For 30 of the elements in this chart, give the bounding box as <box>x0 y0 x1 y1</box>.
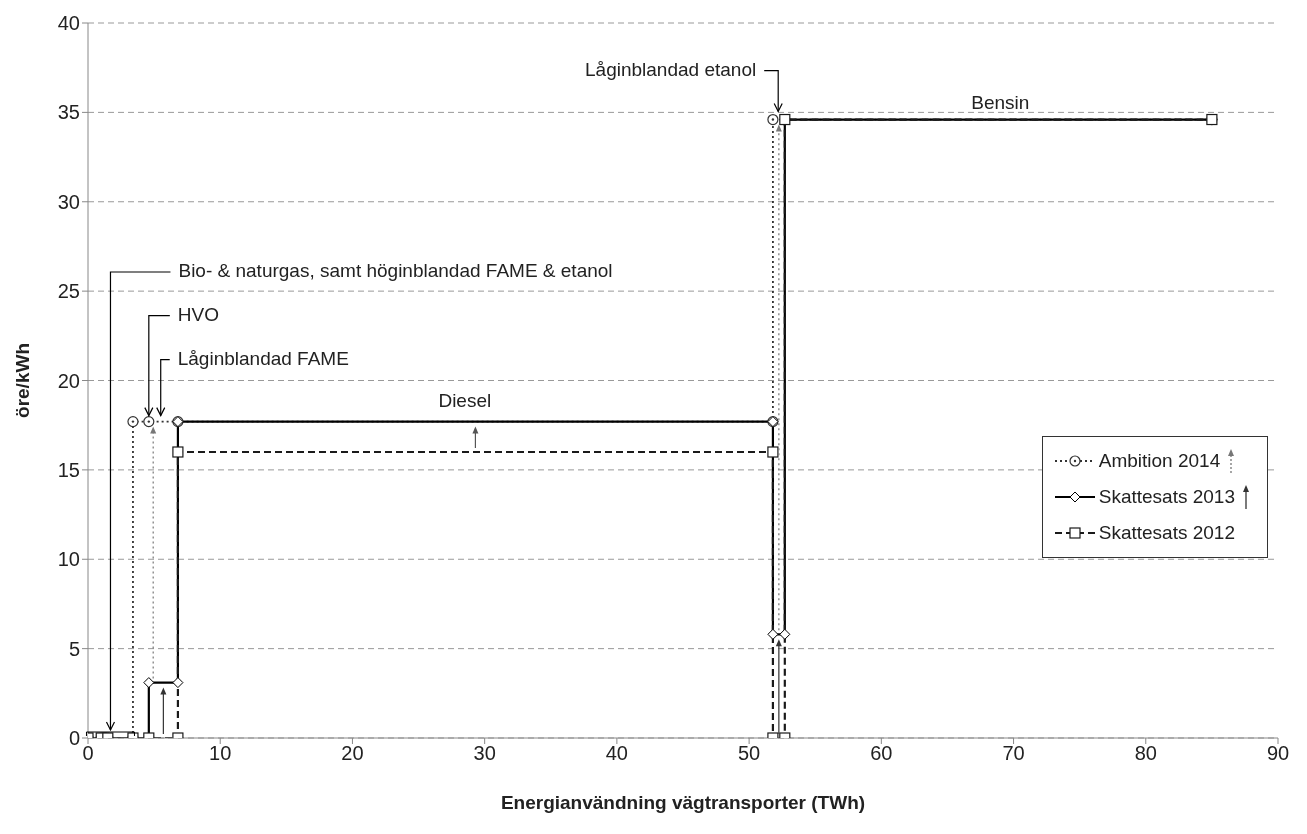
legend-label: Skattesats 2013 <box>1098 486 1235 508</box>
x-tick-label: 30 <box>473 742 496 765</box>
x-tick-label: 90 <box>1266 742 1290 765</box>
legend-label: Ambition 2014 <box>1098 450 1221 472</box>
x-tick-label: 20 <box>341 742 364 765</box>
annotation: Bio- & naturgas, samt höginblandad FAME & etanol <box>178 260 613 282</box>
x-axis-title: Energianvändning vägtransporter (TWh) <box>500 792 866 813</box>
legend-label: Skattesats 2012 <box>1098 522 1235 544</box>
y-tick-label: 15 <box>57 458 80 481</box>
y-tick-label: 40 <box>57 12 80 35</box>
y-axis-title: öre/kWh <box>11 343 33 418</box>
annotation: Låginblandad FAME <box>177 347 349 369</box>
x-tick-label: 50 <box>737 742 761 765</box>
x-tick-label: 70 <box>1002 742 1025 765</box>
annotation: Bensin <box>971 91 1030 113</box>
x-tick-label: 80 <box>1134 742 1157 765</box>
y-tick-label: 25 <box>57 280 80 303</box>
annotation: Diesel <box>438 389 492 411</box>
y-tick-label: 5 <box>68 637 80 660</box>
x-tick-label: 0 <box>82 742 94 765</box>
annotation: HVO <box>177 303 220 325</box>
y-tick-label: 0 <box>68 727 80 750</box>
y-tick-label: 20 <box>57 369 80 392</box>
annotation: Låginblandad etanol <box>585 58 757 80</box>
y-tick-label: 30 <box>57 190 80 213</box>
x-tick-label: 60 <box>870 742 893 765</box>
y-tick-label: 10 <box>57 548 80 571</box>
y-tick-label: 35 <box>57 101 80 124</box>
x-tick-label: 10 <box>209 742 232 765</box>
x-tick-label: 40 <box>605 742 629 765</box>
